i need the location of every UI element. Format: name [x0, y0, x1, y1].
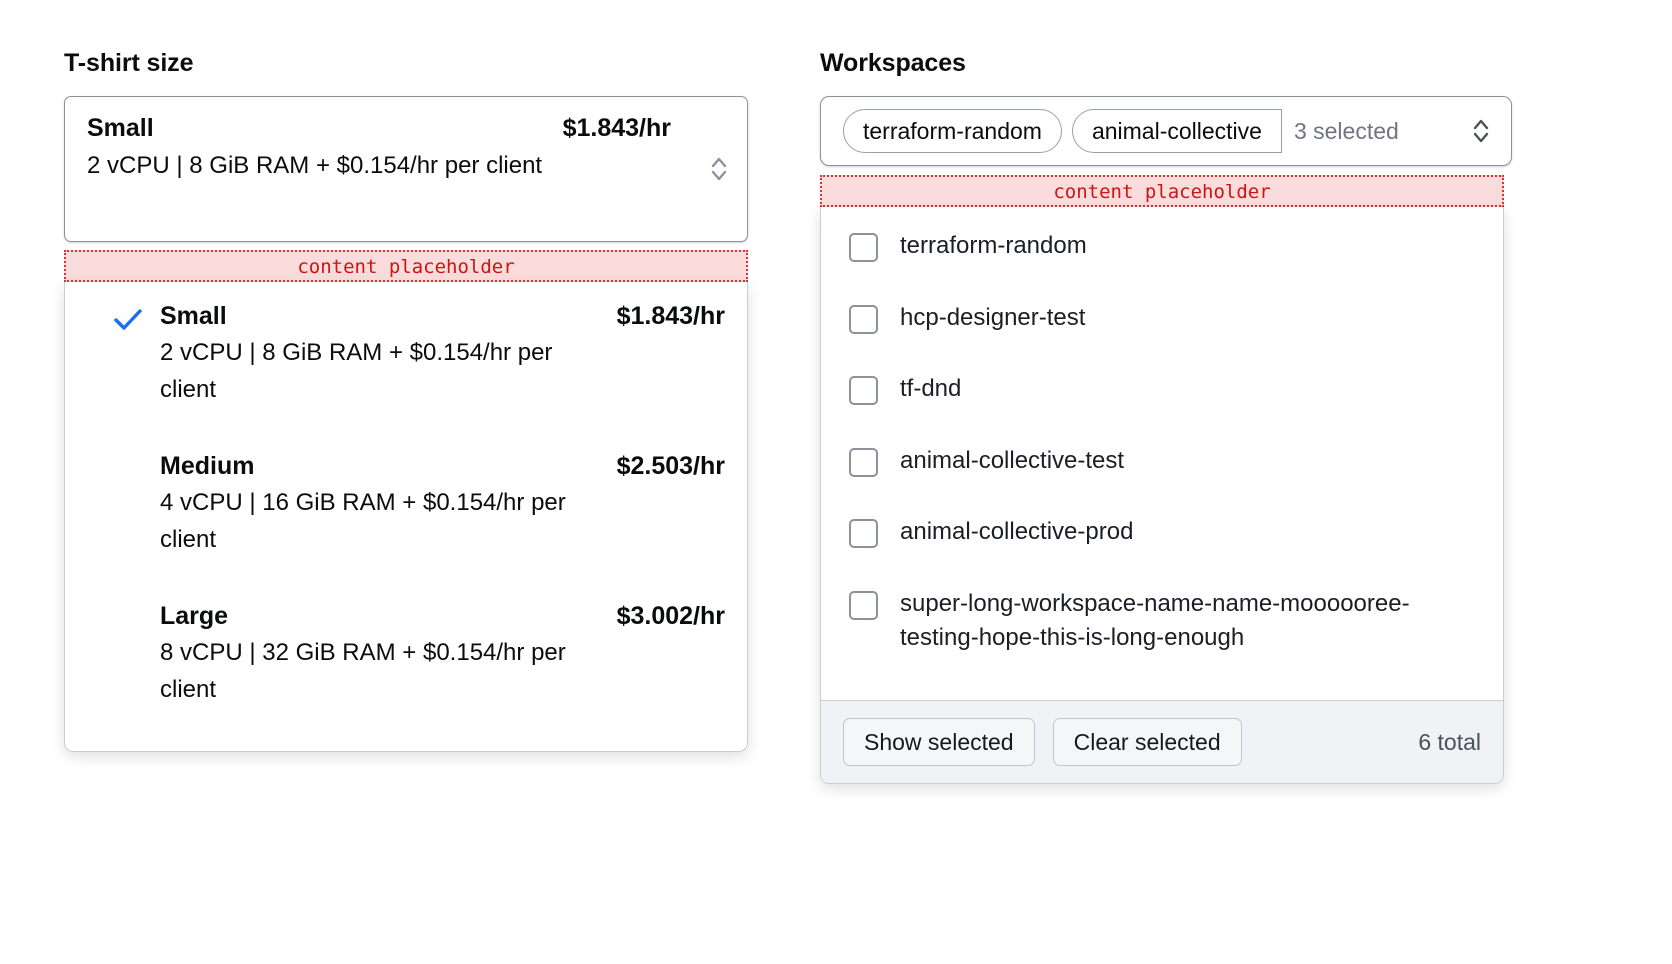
workspace-option-label: super-long-workspace-name-name-moooooree…	[900, 589, 1410, 651]
workspaces-option-list: terraform-random hcp-designer-test tf-dn…	[821, 207, 1503, 701]
checkbox-unchecked-icon[interactable]	[849, 304, 878, 334]
checkbox-unchecked-icon[interactable]	[849, 519, 878, 549]
checkbox-unchecked-icon[interactable]	[849, 447, 878, 477]
tshirt-size-label: T-shirt size	[64, 49, 194, 77]
checkbox-unchecked-icon[interactable]	[849, 376, 878, 406]
tshirt-size-listbox: Small $1.843/hr 2 vCPU | 8 GiB RAM + $0.…	[64, 282, 748, 752]
chevron-up-down-icon[interactable]	[709, 153, 729, 185]
show-selected-button[interactable]: Show selected	[843, 718, 1035, 767]
tshirt-size-select: Small $1.843/hr 2 vCPU | 8 GiB RAM + $0.…	[64, 96, 748, 242]
selected-pill-animal-collective[interactable]: animal-collective	[1071, 109, 1282, 153]
tshirt-trigger-name: Small	[87, 114, 154, 142]
tshirt-option-medium[interactable]: Medium $2.503/hr 4 vCPU | 16 GiB RAM + $…	[87, 452, 725, 559]
selected-pill-terraform-random[interactable]: terraform-random	[843, 109, 1062, 153]
workspaces-trigger[interactable]: terraform-random animal-collective 3 sel…	[820, 96, 1512, 166]
checkbox-unchecked-icon[interactable]	[849, 233, 878, 262]
workspace-option-animal-collective-test[interactable]: animal-collective-test	[821, 444, 1503, 478]
tshirt-option-head: Medium $2.503/hr	[160, 452, 725, 481]
tshirt-trigger-description: 2 vCPU | 8 GiB RAM + $0.154/hr per clien…	[87, 152, 543, 179]
workspaces-footer: Show selected Clear selected 6 total	[821, 700, 1503, 784]
workspace-option-animal-collective-prod[interactable]: animal-collective-prod	[821, 515, 1503, 549]
tshirt-option-price: $2.503/hr	[616, 451, 725, 480]
workspace-option-label: tf-dnd	[900, 375, 962, 403]
tshirt-size-trigger[interactable]: Small $1.843/hr 2 vCPU | 8 GiB RAM + $0.…	[64, 96, 748, 242]
tshirt-option-description: 8 vCPU | 32 GiB RAM + $0.154/hr per clie…	[160, 638, 566, 704]
workspace-option-hcp-designer-test[interactable]: hcp-designer-test	[821, 301, 1503, 335]
tshirt-option-name: Medium	[160, 451, 255, 480]
tshirt-option-price: $1.843/hr	[616, 302, 725, 330]
tshirt-option-head: Small $1.843/hr	[160, 302, 725, 331]
tshirt-trigger-price: $1.843/hr	[562, 114, 671, 142]
selected-count-text: 3 selected	[1293, 117, 1399, 144]
workspaces-select: terraform-random animal-collective 3 sel…	[820, 96, 1512, 166]
tshirt-option-price: $3.002/hr	[616, 601, 725, 630]
clear-selected-button[interactable]: Clear selected	[1052, 718, 1242, 767]
workspace-option-terraform-random[interactable]: terraform-random	[821, 229, 1503, 263]
tshirt-option-name: Small	[160, 302, 227, 330]
tshirt-option-name: Large	[160, 601, 229, 630]
checkbox-unchecked-icon[interactable]	[849, 590, 878, 620]
tshirt-option-small[interactable]: Small $1.843/hr 2 vCPU | 8 GiB RAM + $0.…	[87, 302, 725, 409]
workspaces-label: Workspaces	[820, 49, 966, 77]
total-count-label: 6 total	[1418, 728, 1481, 755]
workspaces-listbox: terraform-random hcp-designer-test tf-dn…	[820, 207, 1504, 785]
workspace-option-label: animal-collective-test	[900, 446, 1125, 474]
tshirt-option-description: 4 vCPU | 16 GiB RAM + $0.154/hr per clie…	[160, 488, 566, 554]
workspace-option-label: terraform-random	[900, 232, 1087, 259]
tshirt-trigger-row: Small $1.843/hr	[87, 114, 725, 143]
workspace-option-tf-dnd[interactable]: tf-dnd	[821, 372, 1503, 406]
workspace-option-label: animal-collective-prod	[900, 518, 1134, 546]
tshirt-option-large[interactable]: Large $3.002/hr 8 vCPU | 32 GiB RAM + $0…	[87, 602, 725, 709]
workspace-option-label: hcp-designer-test	[900, 303, 1086, 331]
tshirt-content-placeholder: content placeholder	[64, 250, 748, 282]
check-icon	[113, 308, 143, 332]
workspaces-content-placeholder: content placeholder	[820, 175, 1504, 207]
tshirt-option-description: 2 vCPU | 8 GiB RAM + $0.154/hr per clien…	[160, 339, 553, 404]
workspace-option-super-long-name[interactable]: super-long-workspace-name-name-moooooree…	[821, 587, 1503, 654]
tshirt-option-head: Large $3.002/hr	[160, 602, 725, 631]
chevron-up-down-icon[interactable]	[1471, 116, 1491, 146]
